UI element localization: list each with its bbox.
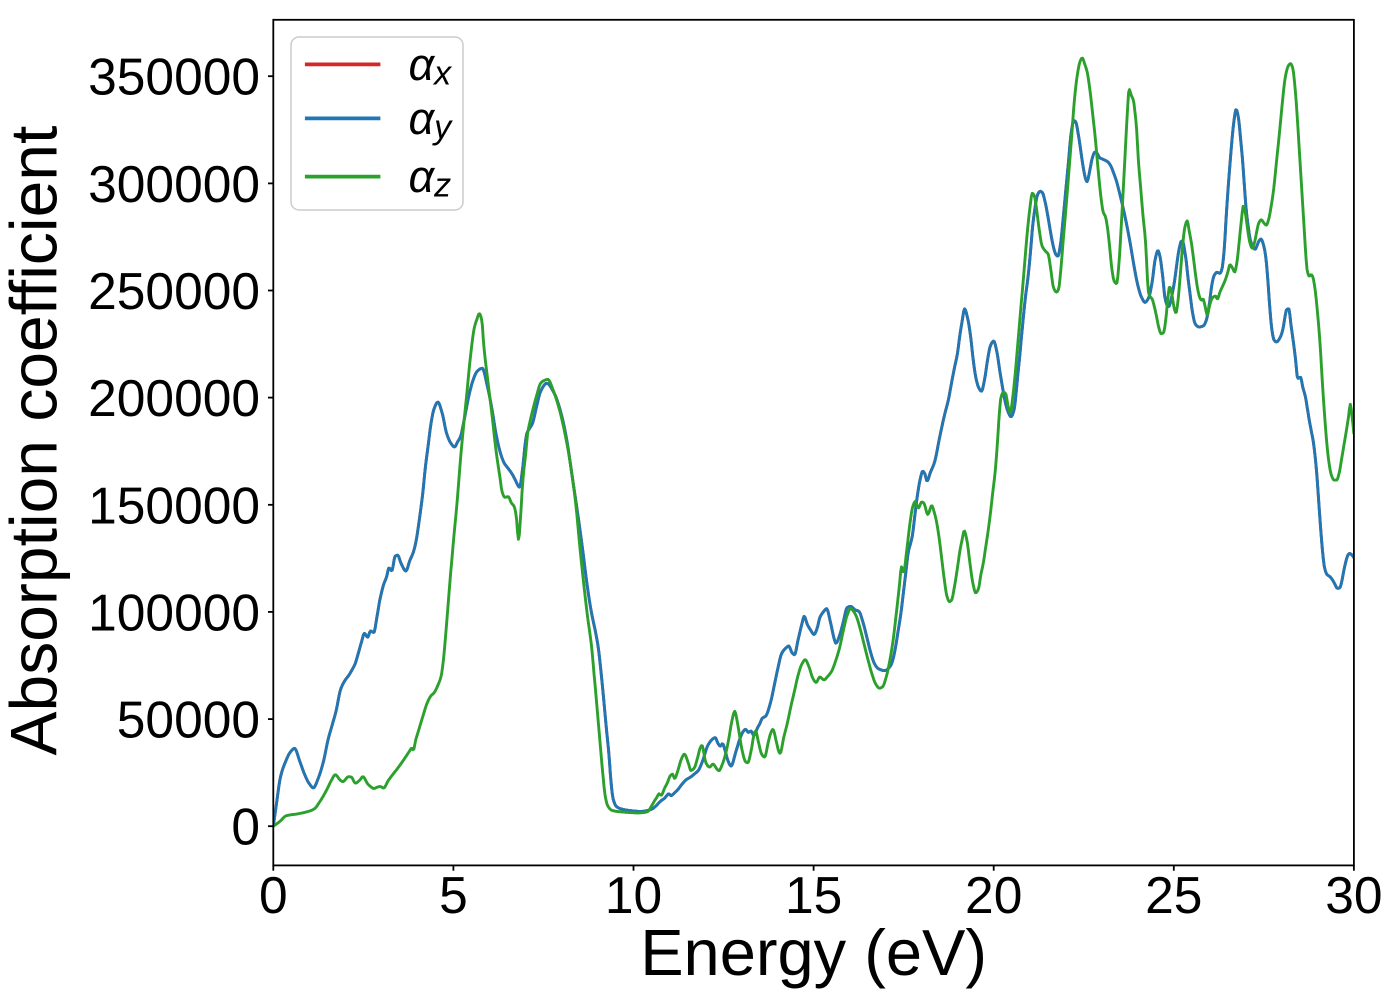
svg-text:100000: 100000 bbox=[88, 583, 260, 641]
svg-text:300000: 300000 bbox=[88, 155, 260, 213]
svg-text:50000: 50000 bbox=[117, 691, 260, 749]
svg-text:250000: 250000 bbox=[88, 262, 260, 320]
svg-text:350000: 350000 bbox=[88, 48, 260, 106]
svg-text:0: 0 bbox=[231, 798, 260, 856]
svg-text:150000: 150000 bbox=[88, 476, 260, 534]
svg-text:25: 25 bbox=[1145, 866, 1202, 924]
svg-text:200000: 200000 bbox=[88, 369, 260, 427]
svg-text:15: 15 bbox=[785, 866, 842, 924]
svg-text:Energy (eV): Energy (eV) bbox=[640, 916, 987, 989]
svg-text:0: 0 bbox=[259, 866, 288, 924]
svg-text:Absorption coefficient: Absorption coefficient bbox=[0, 126, 71, 756]
svg-text:10: 10 bbox=[605, 866, 662, 924]
svg-text:20: 20 bbox=[965, 866, 1022, 924]
svg-text:30: 30 bbox=[1325, 866, 1382, 924]
svg-text:5: 5 bbox=[439, 866, 468, 924]
